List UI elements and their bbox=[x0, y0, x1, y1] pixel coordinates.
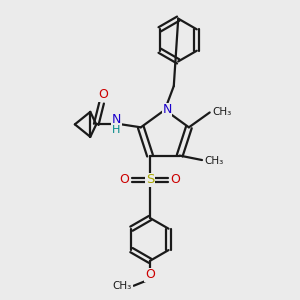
Text: N: N bbox=[112, 113, 121, 126]
Text: O: O bbox=[171, 173, 181, 187]
Text: S: S bbox=[146, 173, 154, 187]
Text: CH₃: CH₃ bbox=[213, 107, 232, 117]
Text: O: O bbox=[145, 268, 155, 281]
Text: H: H bbox=[112, 125, 121, 135]
Text: O: O bbox=[98, 88, 108, 101]
Text: CH₃: CH₃ bbox=[113, 281, 132, 291]
Text: N: N bbox=[162, 103, 172, 116]
Text: CH₃: CH₃ bbox=[205, 156, 224, 166]
Text: O: O bbox=[119, 173, 129, 187]
